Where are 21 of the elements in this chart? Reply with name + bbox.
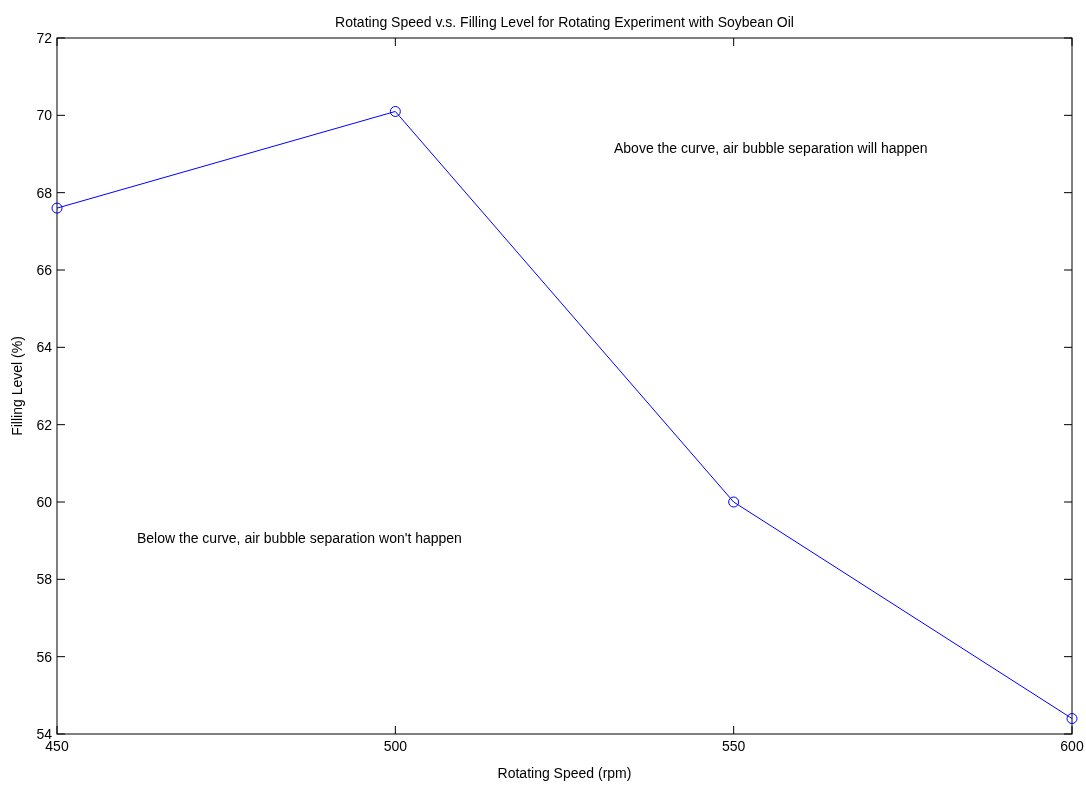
y-tick-label: 72 [36,30,53,46]
x-tick-label: 600 [1060,738,1084,754]
x-tick-label: 550 [721,738,746,754]
y-tick-label: 70 [36,107,53,124]
y-tick-label: 62 [36,416,53,433]
y-tick-label: 60 [36,494,53,510]
point [728,496,740,508]
y-tick-label: 64 [36,339,53,356]
annotation: Below the curve, air bubble separation won't happen [137,530,462,546]
annotation: Above the curve, air bubble separation will happen [614,140,928,156]
x-axis-title: Rotating Speed (rpm) [497,765,632,781]
y-tick-label: 58 [36,571,53,588]
y-axis-title: Filling Level (%) [9,336,25,436]
x-tick-label: 500 [383,738,408,754]
y-tick-label: 68 [36,184,53,201]
y-tick-label: 66 [36,262,53,278]
point [1066,713,1078,725]
point [51,202,63,214]
point [389,105,401,117]
y-tick-label: 56 [36,648,53,665]
chart-title: Rotating Speed v.s. Filling Level for Rotating Experiment with Soybean Oil [335,14,794,30]
